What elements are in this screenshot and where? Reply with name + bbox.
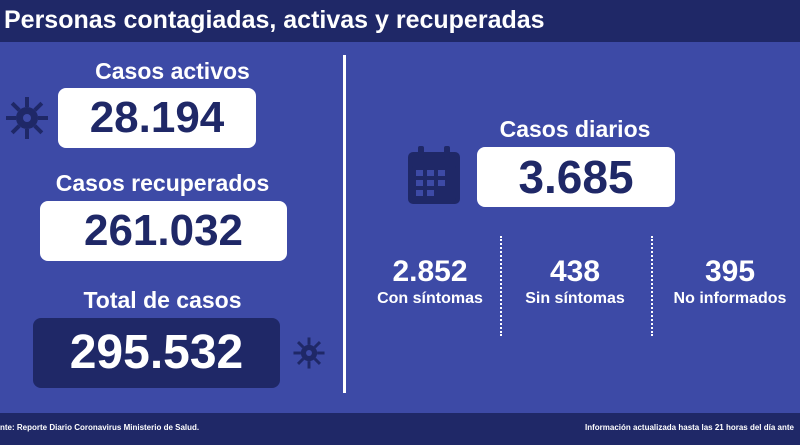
- total-casos-value: 295.532: [69, 326, 244, 379]
- con-sintomas-value: 2.852: [392, 255, 468, 288]
- casos-diarios-box: 3.685: [477, 147, 675, 207]
- casos-activos-value: 28.194: [89, 93, 225, 142]
- casos-recuperados-box: 261.032: [40, 201, 287, 261]
- total-casos-box: 295.532: [33, 318, 280, 388]
- no-informados-value: 395: [704, 255, 756, 288]
- dotted-divider: [500, 236, 502, 336]
- virus-icon: [6, 97, 48, 139]
- casos-diarios-label: Casos diarios: [499, 116, 651, 142]
- casos-activos-box: 28.194: [58, 88, 256, 148]
- virus-icon: [293, 337, 325, 369]
- footer-updated: Información actualizada hasta las 21 hor…: [585, 423, 794, 432]
- total-casos-label: Total de casos: [83, 287, 242, 313]
- header-bar: Personas contagiadas, activas y recupera…: [0, 0, 800, 42]
- page-title: Personas contagiadas, activas y recupera…: [4, 6, 545, 34]
- column-divider: [343, 55, 346, 393]
- no-informados-label: No informados: [673, 290, 787, 307]
- casos-activos-label: Casos activos: [95, 58, 250, 84]
- footer-source: nte: Reporte Diario Coronavirus Minister…: [0, 423, 200, 432]
- dotted-divider: [651, 236, 653, 336]
- sin-sintomas-value: 438: [549, 255, 601, 288]
- casos-recuperados-value: 261.032: [83, 206, 244, 255]
- casos-recuperados-label: Casos recuperados: [55, 170, 270, 196]
- sin-sintomas-label: Sin síntomas: [525, 290, 625, 307]
- calendar-icon: [408, 146, 460, 204]
- footer-bar: nte: Reporte Diario Coronavirus Minister…: [0, 413, 800, 445]
- casos-diarios-value: 3.685: [518, 151, 634, 203]
- con-sintomas-label: Con síntomas: [377, 290, 483, 307]
